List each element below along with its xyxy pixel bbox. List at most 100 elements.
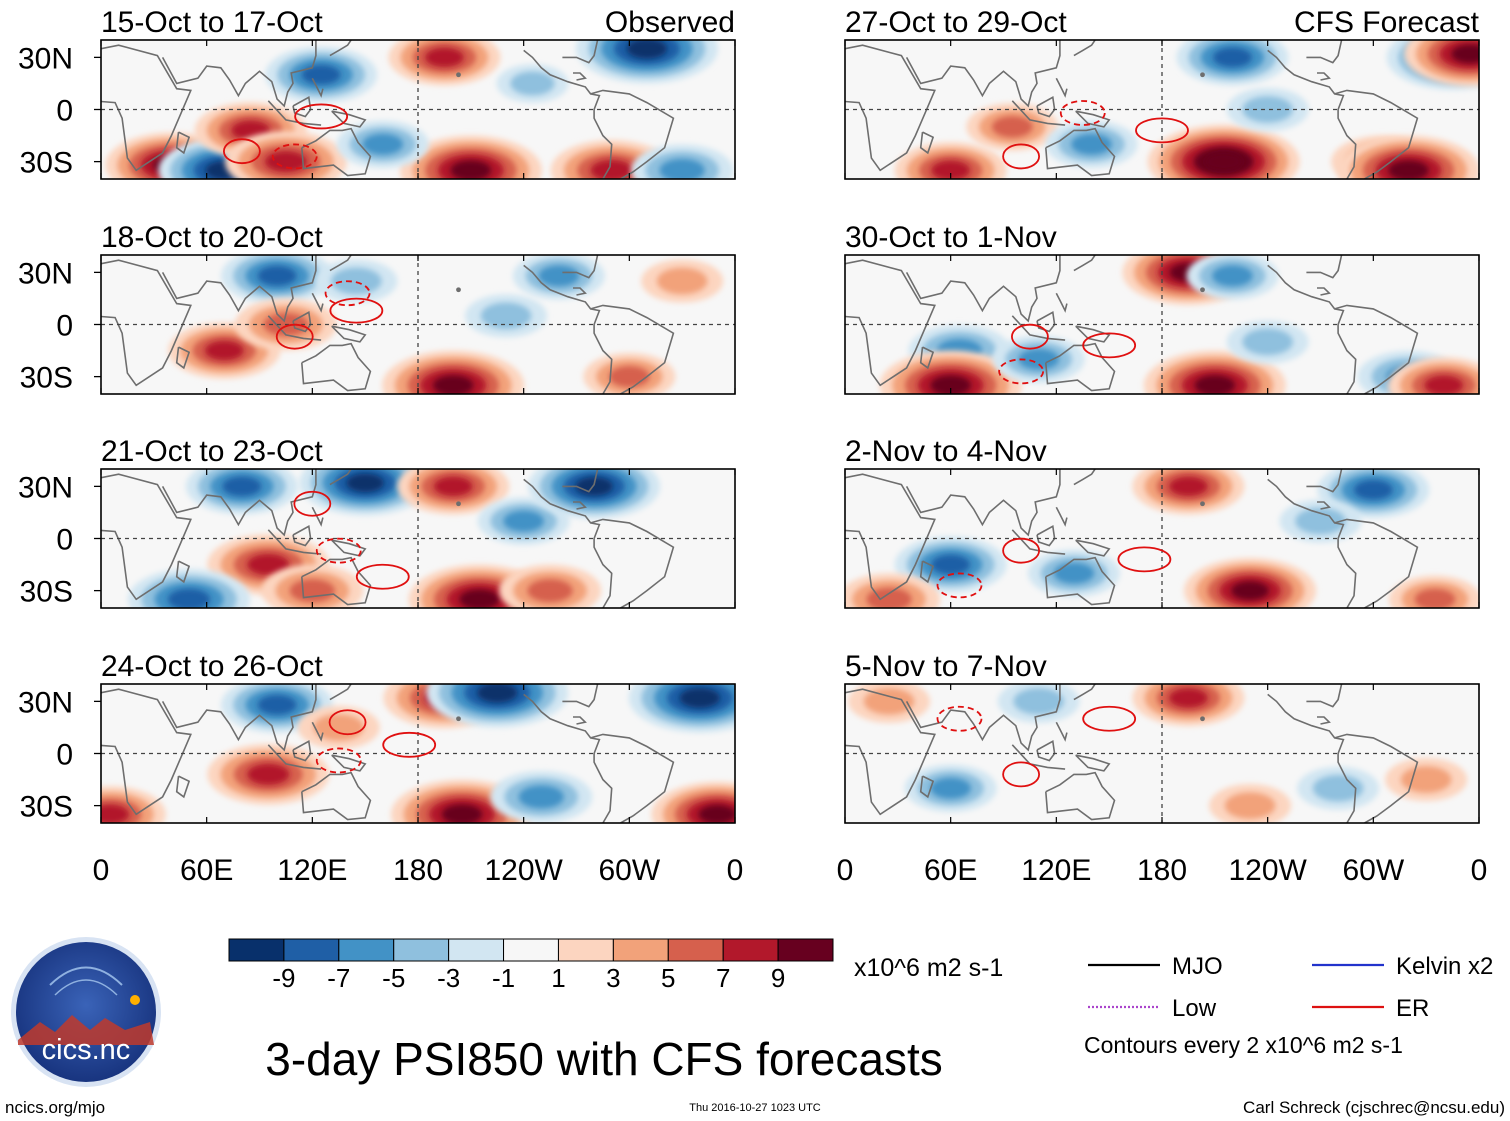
- anomaly-contour: [518, 785, 564, 809]
- australia-outline: [301, 556, 372, 606]
- americas-west-outline: [523, 49, 613, 179]
- er-contour: [382, 731, 437, 758]
- anomaly-contour: [331, 267, 382, 295]
- australia-outline: [301, 127, 372, 177]
- lon-tick-label: 120W: [1228, 854, 1307, 887]
- units-label: x10^6 m2 s-1: [854, 954, 1003, 982]
- indonesia-outline: [267, 529, 322, 555]
- gulf-coast-outline: [1306, 40, 1343, 64]
- panel-period-label: 5-Nov to 7-Nov: [845, 650, 1047, 683]
- anomaly-contour: [931, 160, 971, 179]
- philippines-outline: [1055, 506, 1068, 527]
- yucatan-outline: [1317, 72, 1331, 81]
- lat-tick-label: 0: [56, 524, 73, 557]
- anomaly-contour: [1013, 688, 1064, 715]
- map-panel: 5-Nov to 7-Nov: [844, 650, 1480, 824]
- er-contour: [1002, 143, 1041, 170]
- yucatan-outline: [1317, 716, 1331, 725]
- anomaly-contour: [1205, 152, 1243, 171]
- anomaly-contour: [931, 554, 971, 575]
- americas-west-outline: [1267, 49, 1357, 179]
- lon-tick-label: 0: [727, 854, 744, 887]
- anomaly-contour: [1231, 581, 1269, 600]
- hawaii-mark: [456, 287, 461, 293]
- asia-outline: [905, 684, 1061, 752]
- africa-outline: [845, 688, 936, 816]
- lat-tick-label: 30S: [20, 576, 73, 609]
- anomaly-contour: [991, 116, 1033, 138]
- americas-west-outline: [1267, 478, 1357, 608]
- er-contour: [936, 705, 983, 732]
- asia-outline: [905, 40, 1061, 108]
- legend-label: Kelvin x2: [1396, 953, 1493, 980]
- colorbar-label: 9: [771, 963, 785, 993]
- gulf-coast-outline: [562, 255, 599, 279]
- er-contour: [329, 297, 384, 324]
- japan-outline: [329, 684, 352, 701]
- africa-outline: [101, 688, 192, 816]
- new-guinea-outline: [331, 754, 367, 772]
- yucatan-outline: [1317, 287, 1331, 296]
- lon-tick-label: 120E: [277, 854, 347, 887]
- anomaly-contour: [1071, 133, 1112, 155]
- hawaii-mark: [1200, 287, 1205, 293]
- panel-period-label: 27-Oct to 29-Oct: [845, 6, 1067, 39]
- coastlines: [101, 40, 675, 179]
- lon-tick-label: 60E: [924, 854, 977, 887]
- er-contour: [355, 563, 410, 590]
- anomaly-contour: [527, 579, 573, 603]
- americas-west-outline: [1267, 693, 1357, 823]
- new-guinea-outline: [1075, 325, 1111, 343]
- anomaly-contour: [930, 777, 972, 799]
- legend-label: Low: [1172, 995, 1217, 1022]
- lat-tick-label: 30S: [20, 362, 73, 395]
- gulf-coast-outline: [1306, 255, 1343, 279]
- madagascar-outline: [919, 775, 935, 799]
- anomaly-contour: [424, 47, 464, 68]
- url-link[interactable]: ncics.org/mjo: [5, 1098, 105, 1117]
- gulf-coast-outline: [1306, 469, 1343, 493]
- er-contour: [275, 323, 314, 350]
- er-contours: [315, 709, 437, 774]
- anomaly-field: [105, 40, 734, 179]
- colorbar-label: -1: [492, 963, 515, 993]
- panel-tag-label: CFS Forecast: [1294, 6, 1480, 39]
- madagascar-outline: [919, 131, 935, 155]
- legend-label: MJO: [1172, 953, 1223, 980]
- lat-tick-label: 0: [56, 95, 73, 128]
- anomaly-contour: [1295, 507, 1346, 535]
- colorbar-label: -3: [437, 963, 460, 993]
- anomaly-field: [128, 469, 661, 608]
- asia-outline: [905, 255, 1061, 323]
- americas-west-outline: [523, 693, 613, 823]
- anomaly-contour: [362, 133, 404, 155]
- yucatan-outline: [573, 716, 587, 725]
- anomaly-contour: [863, 688, 915, 715]
- coastlines: [845, 684, 1419, 823]
- cics-logo: cics.nc: [11, 937, 161, 1087]
- africa-outline: [101, 473, 192, 601]
- logo-text: cics.nc: [42, 1034, 131, 1066]
- anomaly-contour: [503, 510, 545, 532]
- lon-tick-label: 120E: [1021, 854, 1091, 887]
- er-contour: [998, 358, 1045, 385]
- er-contours: [936, 537, 1172, 599]
- colorbar-label: 5: [661, 963, 675, 993]
- anomaly-contour: [450, 160, 492, 179]
- hawaii-mark: [456, 501, 461, 507]
- anomaly-contour: [346, 473, 385, 493]
- borneo-outline: [292, 740, 312, 762]
- indonesia-outline: [267, 744, 322, 770]
- philippines-outline: [1055, 77, 1068, 98]
- south-america-east-outline: [590, 89, 675, 179]
- er-contours: [222, 103, 349, 170]
- lat-tick-label: 30N: [18, 471, 73, 504]
- south-america-east-outline: [590, 518, 675, 608]
- author-credit: Carl Schreck (cjschrec@ncsu.edu): [1243, 1098, 1505, 1117]
- map-panel: 24-Oct to 26-Oct 30N 0 30S: [18, 650, 736, 824]
- anomaly-contour: [626, 40, 668, 59]
- borneo-outline: [292, 525, 312, 547]
- anomaly-field: [879, 255, 1479, 394]
- anomaly-contour: [575, 477, 613, 496]
- lat-tick-label: 30N: [18, 686, 73, 719]
